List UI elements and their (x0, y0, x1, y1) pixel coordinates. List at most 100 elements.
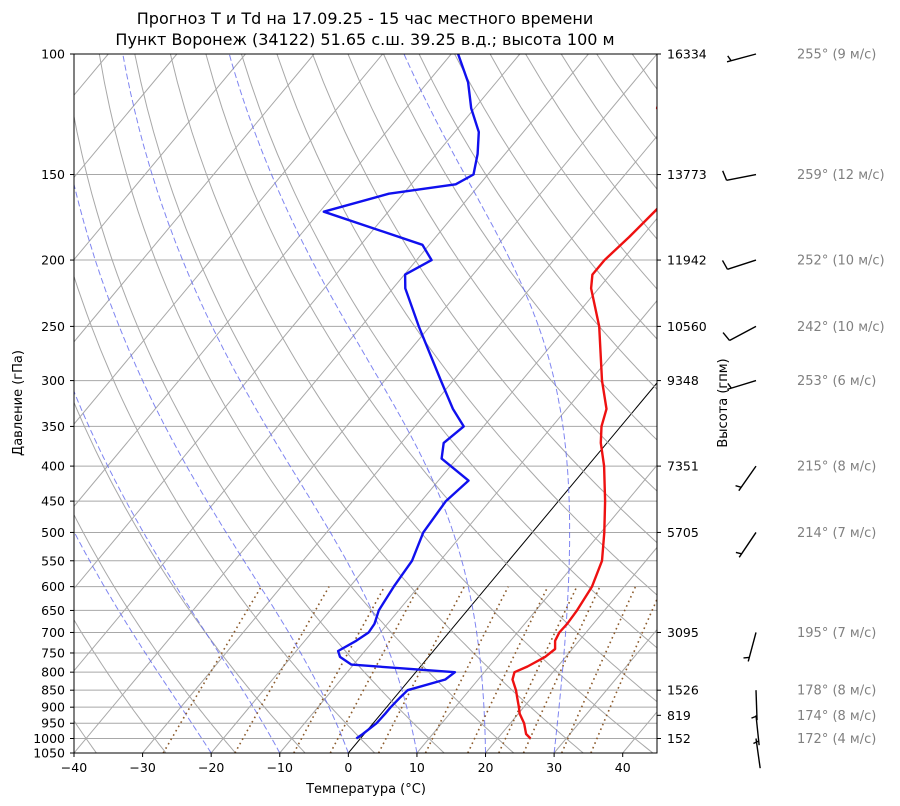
wind-barb-flag (743, 656, 750, 659)
dry-adiabat-line (347, 54, 657, 492)
isotherm-line (74, 54, 315, 343)
x-tick-label: 10 (409, 760, 425, 775)
wind-label: 178° (8 м/с) (797, 684, 876, 699)
x-tick-label: −30 (129, 760, 155, 775)
height-tick-label: 11942 (667, 253, 707, 268)
wind-barb (722, 170, 757, 181)
dewpoint-line (322, 54, 480, 740)
mixing-ratio-lines (162, 586, 657, 753)
wind-label: 255° (9 м/с) (797, 48, 876, 63)
mixing-ratio-line (377, 586, 466, 753)
wind-barb (727, 379, 757, 391)
y-tick-label: 200 (41, 253, 65, 268)
wind-label: 215° (8 м/с) (797, 460, 876, 475)
plot-frame (73, 53, 658, 754)
y-tick-label: 1000 (33, 731, 65, 746)
wind-barb (721, 259, 757, 270)
height-tick-label: 16334 (667, 47, 707, 62)
x-tick-label: 20 (478, 760, 494, 775)
wind-barb-flag (735, 551, 742, 555)
dry-adiabat-line (169, 54, 654, 753)
mixing-ratio-line (329, 586, 420, 753)
moist-adiabat-line (74, 530, 212, 753)
wind-barb (726, 53, 757, 63)
wind-barb-shaft (738, 532, 757, 558)
wind-barb-shaft (755, 715, 760, 746)
mixing-ratio-line (162, 586, 262, 753)
wind-barb-shaft (727, 379, 757, 391)
isotherm-line (74, 54, 178, 179)
mixing-ratio-line (234, 586, 330, 753)
wind-barb (755, 738, 761, 769)
y-tick-label: 150 (41, 167, 65, 182)
height-tick-label: 152 (667, 731, 691, 746)
wind-barb-shaft (729, 325, 757, 342)
isotherm-line (553, 628, 657, 753)
moist-adiabat-line (122, 54, 418, 753)
height-tick-label: 13773 (667, 167, 707, 182)
wind-barb-shaft (726, 53, 757, 63)
y-tick-label: 450 (41, 494, 65, 509)
isotherm-line (74, 54, 589, 672)
wind-barb (722, 325, 757, 342)
mixing-ratio-line (293, 586, 386, 753)
dry-adiabats (74, 54, 657, 753)
wind-barb-shaft (726, 173, 757, 181)
isotherm-line (74, 54, 384, 425)
wind-barb-shaft (747, 632, 757, 662)
isotherm-line (485, 546, 657, 753)
height-tick-label: 3095 (667, 625, 699, 640)
dry-adiabat-line (98, 54, 515, 753)
dry-adiabat-line (418, 54, 657, 390)
x-axis-ticks: −40 −30 −20 −10 0 10 20 30 40 (61, 753, 631, 775)
wind-label: 214° (7 м/с) (797, 526, 876, 541)
wind-barb-shaft (755, 738, 761, 769)
x-tick-label: −20 (198, 760, 224, 775)
zero-isotherm (347, 382, 657, 753)
plot-area (74, 54, 657, 753)
y-tick-label: 300 (41, 373, 65, 388)
wind-label: 195° (7 м/с) (797, 626, 876, 641)
wind-barb-flag (721, 260, 729, 270)
wind-barb-shaft (727, 259, 757, 270)
dry-adiabat-line (276, 54, 657, 596)
isotherm-line (416, 464, 657, 753)
height-tick-label: 10560 (667, 319, 707, 334)
y-axis-label: Давление (гПа) (11, 350, 26, 456)
x-tick-label: 40 (615, 760, 631, 775)
y-tick-label: 650 (41, 603, 65, 618)
y-tick-label: 900 (41, 700, 65, 715)
wind-label: 259° (12 м/с) (797, 168, 885, 183)
isotherm-line (74, 54, 657, 753)
wind-label: 253° (6 м/с) (797, 374, 876, 389)
wind-barb-flag (722, 332, 731, 341)
height-axis-ticks: 16334 13773 11942 10560 9348 7351 5705 3095 1526… (657, 47, 707, 746)
dry-adiabat-line (312, 54, 657, 544)
height-tick-label: 819 (667, 708, 691, 723)
wind-label: 252° (10 м/с) (797, 254, 885, 269)
wind-barb-flag (735, 485, 742, 488)
y-tick-label: 550 (41, 553, 65, 568)
dry-adiabat-line (383, 54, 657, 441)
y-tick-label: 950 (41, 716, 65, 731)
moist-adiabat-line (74, 390, 281, 753)
dry-adiabat-line (74, 274, 376, 753)
moist-adiabat-line (74, 182, 349, 753)
moist-adiabats (74, 54, 571, 753)
sounding-series (322, 54, 657, 740)
x-tick-label: 30 (546, 760, 562, 775)
dry-adiabat-line (74, 513, 236, 753)
y-tick-label: 350 (41, 419, 65, 434)
x-axis-label: Температура (°C) (305, 782, 426, 797)
height-tick-label: 5705 (667, 525, 699, 540)
isobars (74, 54, 657, 753)
y-tick-label: 700 (41, 625, 65, 640)
isotherms (74, 54, 657, 753)
x-tick-label: 0 (344, 760, 352, 775)
chart-title-line1: Прогноз T и Td на 17.09.25 - 15 час мест… (137, 9, 593, 28)
height-tick-label: 9348 (667, 373, 699, 388)
wind-barb (735, 465, 757, 492)
y-tick-label: 600 (41, 579, 65, 594)
y-tick-label: 800 (41, 665, 65, 680)
